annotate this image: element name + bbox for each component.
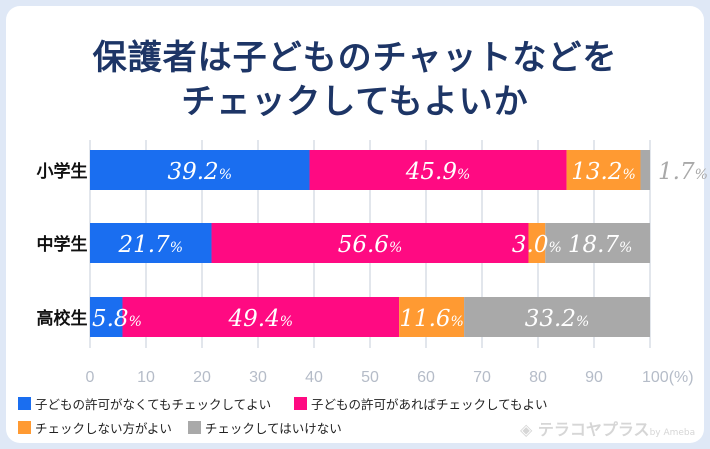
legend-label: 子どもの許可がなくてもチェックしてよい bbox=[35, 397, 272, 412]
legend-label: チェックしてはいけない bbox=[204, 421, 342, 436]
watermark-logo: ◈ テラコヤプラスby Ameba bbox=[520, 420, 696, 439]
bar-segment bbox=[545, 223, 650, 263]
legend-item-0: 子どもの許可がなくてもチェックしてよい bbox=[18, 394, 271, 413]
bar-segment bbox=[464, 297, 650, 337]
category-label: 中学生 bbox=[37, 234, 88, 255]
x-tick-label: 90 bbox=[585, 369, 603, 386]
bar-segment bbox=[90, 150, 310, 190]
data-label: 45.9% bbox=[405, 159, 471, 185]
legend-label: 子どもの許可があればチェックしてもよい bbox=[311, 397, 548, 412]
chart-title-line-1: 保護者は子どものチャットなどを bbox=[92, 38, 618, 78]
x-tick-label: 20 bbox=[193, 369, 211, 386]
data-label: 13.2% bbox=[571, 159, 636, 185]
x-tick-label: 30 bbox=[249, 369, 267, 386]
bar-segment bbox=[399, 297, 465, 337]
data-label: 39.2% bbox=[167, 159, 232, 185]
bar-segment bbox=[122, 297, 400, 337]
data-label: 11.6% bbox=[399, 306, 464, 332]
x-tick-label: 10 bbox=[137, 369, 155, 386]
bar-segment bbox=[640, 150, 650, 190]
legend-item-1: 子どもの許可があればチェックしてもよい bbox=[294, 394, 548, 413]
bar-segment bbox=[90, 223, 212, 263]
category-label: 高校生 bbox=[37, 308, 88, 329]
legend-item-3: チェックしてはいけない bbox=[187, 418, 342, 437]
x-tick-label: 70 bbox=[473, 369, 491, 386]
bar-segment bbox=[566, 150, 641, 190]
category-label: 小学生 bbox=[37, 161, 88, 182]
x-tick-label: 60 bbox=[417, 369, 435, 386]
legend-label: チェックしない方がよい bbox=[35, 421, 172, 436]
bar-segment bbox=[90, 297, 123, 337]
data-label: 18.7% bbox=[568, 232, 633, 258]
legend-swatch bbox=[187, 421, 201, 434]
x-tick-label: 100(%) bbox=[642, 369, 694, 386]
bar-segment bbox=[211, 223, 529, 263]
legend-swatch bbox=[18, 421, 31, 434]
x-tick-label: 0 bbox=[86, 369, 95, 386]
chart-title-line-2: チェックしてもよいか bbox=[181, 82, 529, 122]
data-label: 1.7% bbox=[658, 159, 708, 185]
data-label: 21.7% bbox=[117, 232, 183, 258]
x-tick-label: 80 bbox=[529, 369, 547, 386]
x-tick-label: 40 bbox=[305, 369, 323, 386]
x-tick-label: 50 bbox=[361, 369, 379, 386]
data-label: 33.2% bbox=[525, 306, 590, 332]
legend-item-2: チェックしない方がよい bbox=[18, 418, 172, 437]
legend-swatch bbox=[18, 397, 31, 410]
data-label: 49.4% bbox=[228, 306, 294, 332]
data-label: 56.6% bbox=[338, 232, 403, 258]
data-label: 5.8% bbox=[92, 306, 142, 332]
legend-swatch bbox=[294, 397, 307, 410]
data-label: 3.0% bbox=[512, 232, 562, 258]
bar-segment bbox=[309, 150, 567, 190]
bar-segment bbox=[528, 223, 546, 263]
